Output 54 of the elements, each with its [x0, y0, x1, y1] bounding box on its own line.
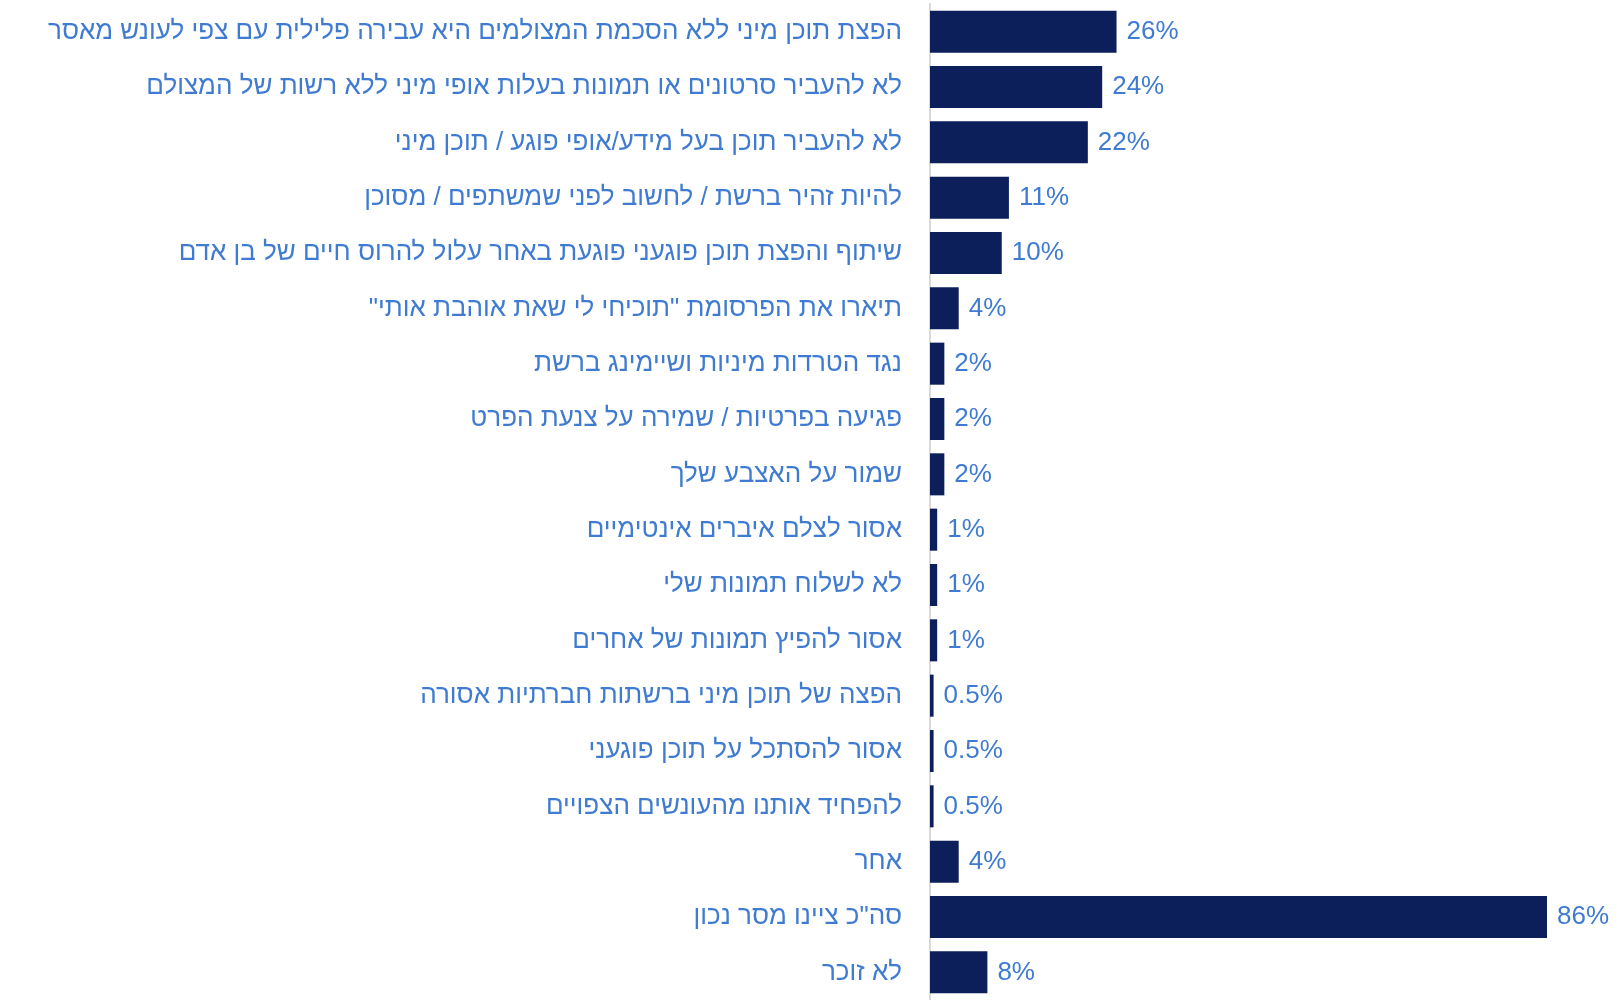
bar — [930, 508, 938, 551]
data-label: 24% — [1112, 70, 1165, 101]
bar — [930, 619, 938, 662]
y-tick-label: סה"כ ציינו מסר נכון — [693, 900, 902, 931]
y-tick-label: לא זוכר — [821, 955, 902, 986]
data-label: 0.5% — [943, 678, 1003, 709]
bar — [930, 729, 934, 773]
y-tick-label: אחר — [854, 844, 902, 875]
bar — [930, 453, 945, 496]
bar — [930, 231, 1002, 275]
y-tick-label: אסור לצלם איברים אינטימיים — [586, 512, 902, 543]
y-tick-label: אסור להסתכל על תוכן פוגעני — [588, 734, 902, 765]
data-label: 10% — [1011, 236, 1064, 267]
y-tick-label: הפצת תוכן מיני ללא הסכמת המצולמים היא עבירה פלילית עם צפי לעונש מאסר — [48, 14, 902, 45]
y-tick-label: אסור להפיץ תמונות של אחרים — [572, 623, 902, 654]
data-label: 2% — [954, 346, 992, 377]
bar — [930, 840, 959, 883]
data-label: 0.5% — [943, 734, 1003, 765]
bar — [930, 397, 945, 441]
data-label: 22% — [1097, 125, 1150, 156]
data-label: 4% — [968, 291, 1007, 322]
data-label: 86% — [1557, 900, 1610, 931]
bar — [930, 176, 1009, 219]
bar — [930, 951, 988, 994]
data-label: 2% — [954, 402, 992, 433]
bar — [930, 785, 934, 828]
data-label: 0.5% — [943, 789, 1003, 820]
y-tick-label: שיתוף והפצת תוכן פוגעני פוגעת באחר עלול להרוס חיים של בן אדם — [178, 236, 902, 267]
data-label: 1% — [947, 512, 985, 543]
bar — [930, 287, 959, 330]
bar — [930, 342, 945, 385]
y-tick-label: לא להעביר סרטונים או תמונות בעלות אופי מיני ללא רשות של המצולם — [146, 70, 902, 101]
bar — [930, 10, 1117, 53]
bar — [930, 121, 1088, 164]
y-tick-label: נגד הטרדות מיניות ושיימינג ברשת — [534, 346, 902, 377]
y-tick-label: לא לשלוח תמונות שלי — [663, 568, 902, 599]
y-tick-label: לא להעביר תוכן בעל מידע/אופי פוגע / תוכן מיני — [394, 125, 902, 156]
y-tick-label: הפצה של תוכן מיני ברשתות חברתיות אסורה — [420, 678, 902, 709]
data-label: 1% — [947, 623, 985, 654]
y-tick-label: תיארו את הפרסומת "תוכיחי לי שאת אוהבת אותי" — [368, 291, 902, 322]
data-label: 4% — [968, 844, 1007, 875]
bar — [930, 563, 938, 607]
bar — [930, 65, 1103, 109]
y-tick-label: שמור על האצבע שלך — [670, 457, 902, 488]
bar — [930, 674, 934, 717]
y-tick-label: פגיעה בפרטיות / שמירה על צנעת הפרט — [470, 402, 902, 433]
bar — [930, 895, 1547, 939]
y-tick-label: להיות זהיר ברשת / לחשוב לפני שמשתפים / מסוכן — [364, 180, 902, 211]
y-tick-label: להפחיד אותנו מהעונשים הצפויים — [545, 789, 902, 820]
data-label: 8% — [997, 955, 1035, 986]
data-label: 1% — [947, 568, 985, 599]
data-label: 26% — [1126, 14, 1179, 45]
data-label: 11% — [1018, 180, 1070, 211]
data-label: 2% — [954, 457, 992, 488]
